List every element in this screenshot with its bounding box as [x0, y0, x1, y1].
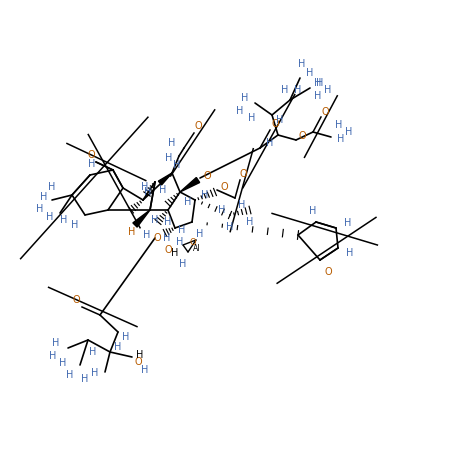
Text: O: O	[203, 171, 210, 181]
Text: O: O	[194, 121, 202, 131]
Text: O: O	[153, 233, 161, 243]
Text: H: H	[164, 217, 172, 227]
Text: H: H	[241, 93, 248, 103]
Text: O: O	[324, 267, 331, 277]
Text: H: H	[248, 113, 255, 123]
Text: H: H	[60, 215, 67, 225]
Text: H: H	[136, 350, 143, 360]
Text: H: H	[201, 190, 208, 200]
Text: H: H	[337, 134, 344, 144]
Text: H: H	[114, 342, 121, 352]
Text: H: H	[316, 78, 323, 88]
Text: H: H	[238, 200, 245, 210]
Text: O: O	[164, 245, 172, 255]
Text: H: H	[141, 365, 148, 375]
Text: H: H	[334, 120, 342, 130]
Text: H: H	[236, 106, 243, 116]
Text: H: H	[184, 197, 191, 207]
Text: H: H	[66, 370, 74, 380]
Text: H: H	[178, 225, 185, 235]
Text: H: H	[344, 218, 351, 228]
Text: H: H	[159, 185, 167, 195]
Text: H: H	[91, 368, 98, 378]
Text: H: H	[226, 222, 233, 232]
Text: H: H	[128, 227, 136, 237]
Text: H: H	[144, 187, 152, 197]
Text: H: H	[266, 138, 273, 148]
Text: H: H	[218, 205, 225, 215]
Text: H: H	[122, 332, 129, 342]
Text: H: H	[59, 358, 66, 368]
Text: H: H	[313, 78, 321, 88]
Text: H: H	[52, 338, 60, 348]
Text: H: H	[46, 212, 54, 222]
Text: H: H	[173, 160, 180, 170]
Text: H: H	[179, 259, 186, 269]
Text: O: O	[72, 295, 80, 305]
Text: Al: Al	[193, 243, 200, 252]
Text: H: H	[36, 204, 44, 214]
Text: H: H	[49, 351, 56, 361]
Text: O: O	[134, 357, 142, 367]
Text: H: H	[324, 85, 331, 95]
Text: O: O	[189, 237, 196, 247]
Text: H: H	[344, 127, 352, 137]
Text: H: H	[306, 68, 313, 78]
Text: H: H	[88, 159, 96, 169]
Text: H: H	[345, 248, 353, 258]
Text: O: O	[271, 119, 278, 129]
Polygon shape	[158, 173, 172, 185]
Text: H: H	[40, 192, 48, 202]
Text: H: H	[293, 85, 301, 95]
Text: H: H	[176, 237, 183, 247]
Text: H: H	[196, 229, 203, 239]
Text: O: O	[298, 131, 305, 141]
Text: H: H	[298, 59, 305, 69]
Text: H: H	[168, 138, 175, 148]
Text: H: H	[141, 182, 148, 192]
Polygon shape	[180, 177, 199, 192]
Text: H: H	[143, 230, 150, 240]
Text: O: O	[320, 107, 328, 117]
Polygon shape	[132, 210, 150, 227]
Text: O: O	[87, 150, 95, 160]
Text: O: O	[239, 169, 246, 179]
Text: H: H	[276, 115, 283, 125]
Text: H: H	[246, 217, 253, 227]
Text: O: O	[220, 182, 228, 192]
Text: H: H	[163, 233, 170, 243]
Text: H: H	[171, 248, 178, 258]
Text: H: H	[71, 220, 79, 230]
Text: H: H	[313, 91, 321, 101]
Text: H: H	[48, 182, 56, 192]
Text: H: H	[165, 153, 172, 163]
Text: H: H	[81, 374, 88, 384]
Text: H: H	[89, 347, 96, 357]
Text: H: H	[308, 206, 316, 216]
Text: H: H	[281, 85, 288, 95]
Text: H: H	[151, 215, 158, 225]
